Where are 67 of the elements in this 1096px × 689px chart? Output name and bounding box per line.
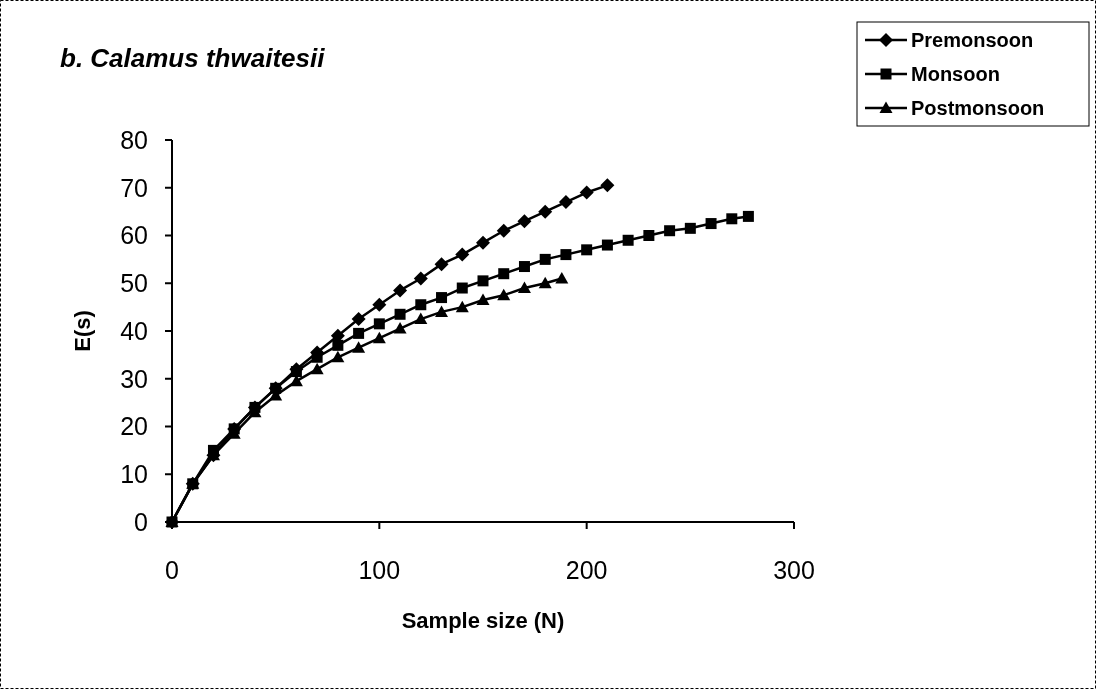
point [498,268,510,280]
point [414,312,428,325]
y-tick-label: 20 [120,412,148,441]
point [600,178,615,193]
x-tick-label: 0 [165,556,179,584]
legend-label: Postmonsoon [911,97,1045,119]
legend-label: Monsoon [911,63,1000,85]
point [643,230,655,241]
point [579,185,594,200]
point [664,225,676,237]
point [290,366,302,378]
chart-title: b. Calamus thwaitesii [60,43,326,73]
point [476,235,490,250]
x-tick-label: 300 [773,556,815,584]
point [434,257,449,272]
point [622,234,634,246]
point [413,271,428,286]
point [310,362,324,375]
point [331,350,345,363]
point [742,210,754,222]
point [496,223,511,238]
y-tick-label: 40 [120,316,148,345]
point [726,213,738,225]
y-tick-label: 80 [120,125,148,154]
point [558,195,573,210]
point [539,253,551,265]
x-axis-title: Sample size (N) [401,608,565,633]
point [353,327,365,339]
point [436,292,448,304]
point [393,283,408,298]
point [538,204,553,219]
x-tick-label: 200 [565,556,608,584]
y-tick-label: 30 [120,364,148,393]
point [497,288,511,301]
point [393,322,407,334]
point [456,282,468,294]
point [372,331,386,344]
y-tick-label: 50 [120,269,148,297]
legend-label: Premonsoon [911,29,1034,51]
point [518,261,530,273]
x-tick-label: 100 [358,556,401,584]
point [394,308,406,320]
point [455,247,470,262]
point [538,276,552,289]
point [555,271,569,284]
point [352,341,366,353]
point [560,249,572,261]
point [477,275,489,287]
y-axis-title: E(s) [70,310,95,352]
point [373,318,385,330]
y-tick-label: 10 [120,460,148,488]
point [517,281,531,294]
point [415,299,427,311]
point [601,239,613,251]
y-tick-label: 0 [134,507,148,536]
y-tick-label: 70 [120,173,148,202]
point [435,305,449,317]
point [705,218,717,230]
point [581,244,593,256]
point [517,214,532,229]
point [684,222,696,234]
point [372,297,387,312]
point [476,293,490,305]
y-tick-label: 60 [120,221,148,250]
point [332,339,344,351]
point [455,300,469,313]
point [351,312,366,327]
